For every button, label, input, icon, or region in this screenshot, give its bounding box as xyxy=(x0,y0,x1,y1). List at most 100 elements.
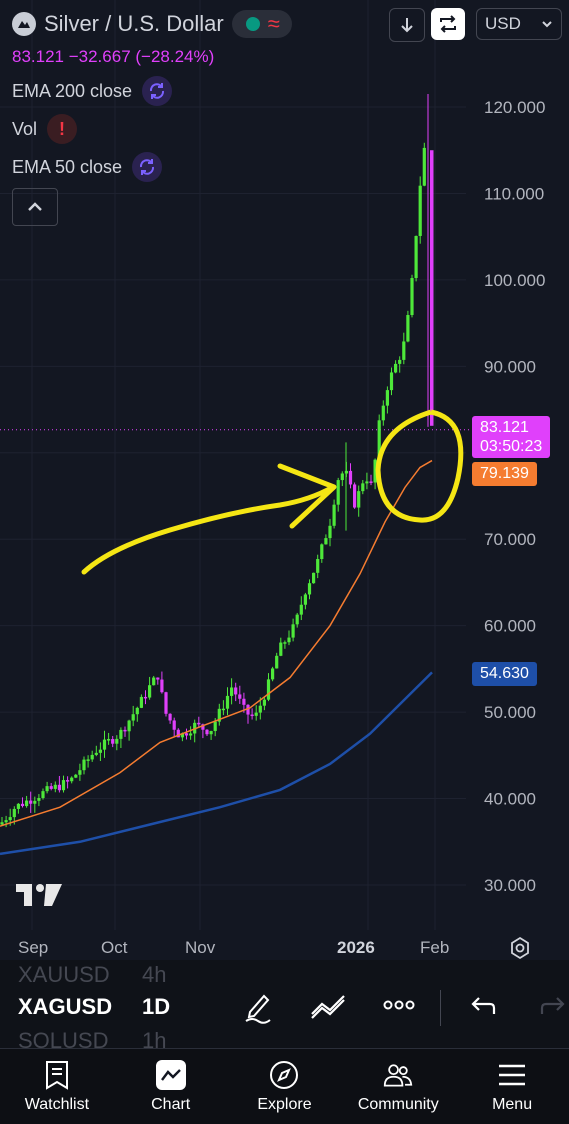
candle-body xyxy=(123,729,127,732)
indicator-label: EMA 200 close xyxy=(12,80,133,101)
candle-body xyxy=(430,150,434,426)
draw-tool-button[interactable] xyxy=(242,990,274,1024)
redo-button[interactable] xyxy=(540,994,566,1018)
candle-body xyxy=(164,692,168,714)
candle-body xyxy=(230,687,234,696)
candle-body xyxy=(324,538,328,545)
candle-body xyxy=(279,642,283,656)
candle-body xyxy=(143,696,148,699)
menu-icon xyxy=(497,1060,527,1090)
candle-body xyxy=(148,685,152,698)
undo-button[interactable] xyxy=(470,994,496,1018)
candle-body xyxy=(250,714,254,717)
candle-body xyxy=(254,712,258,716)
candle-body xyxy=(49,786,53,789)
nav-community[interactable]: Community xyxy=(341,1049,455,1124)
market-status-pill[interactable]: ≈ xyxy=(231,10,292,38)
candle-body xyxy=(242,698,246,705)
last-price-tag: 83.121 03:50:23 xyxy=(472,416,551,458)
price-tick-label: 90.000 xyxy=(484,357,536,376)
swap-icon xyxy=(440,15,456,33)
compass-icon xyxy=(269,1060,299,1090)
candle-body xyxy=(422,147,426,186)
candle-body xyxy=(53,784,57,789)
nav-label: Menu xyxy=(492,1095,533,1113)
candle-body xyxy=(312,572,316,584)
candle-body xyxy=(381,405,385,421)
timeframe-current[interactable]: 1D xyxy=(142,994,171,1019)
price-change-line: 83.121 −32.667 (−28.24%) xyxy=(12,47,215,66)
candle-body xyxy=(369,481,373,483)
nav-chart[interactable]: Chart xyxy=(114,1049,228,1124)
timeframe-prev[interactable]: 4h xyxy=(142,962,167,987)
trend-lines-icon xyxy=(311,995,345,1019)
currency-select[interactable]: USD xyxy=(476,8,562,40)
toolbar-divider xyxy=(440,990,441,1026)
candle-body xyxy=(131,714,135,721)
community-icon xyxy=(383,1060,413,1090)
annotation-arrowhead xyxy=(277,463,337,529)
candle-body xyxy=(82,759,86,771)
candle-body xyxy=(316,559,320,573)
candle-body xyxy=(168,713,172,721)
candle-body xyxy=(414,235,418,279)
candle-body xyxy=(61,780,66,791)
candle-body xyxy=(184,733,189,736)
collapse-indicators-button[interactable] xyxy=(12,188,58,226)
candle-body xyxy=(299,604,303,615)
ticker-current[interactable]: XAGUSD xyxy=(18,994,113,1019)
refresh-icon[interactable] xyxy=(132,152,163,182)
chart-area[interactable]: 120.000 110.000 100.000 90.000 70.000 60.000 5… xyxy=(0,0,569,930)
candle-body xyxy=(180,733,184,738)
nav-explore[interactable]: Explore xyxy=(228,1049,342,1124)
more-button[interactable] xyxy=(383,998,415,1012)
candle-body xyxy=(373,459,377,483)
nav-label: Explore xyxy=(257,1095,312,1113)
candle-body xyxy=(221,708,225,711)
candle-body xyxy=(307,583,312,595)
nav-watchlist[interactable]: Watchlist xyxy=(0,1049,114,1124)
candle-body xyxy=(37,798,41,801)
indicators-button[interactable] xyxy=(310,992,348,1020)
candle-body xyxy=(217,708,221,722)
indicator-ema200[interactable]: EMA 200 close xyxy=(12,76,173,106)
candle-body xyxy=(225,695,230,709)
chart-icon xyxy=(155,1059,186,1090)
candle-body xyxy=(111,739,115,744)
price-chart[interactable]: 120.000 110.000 100.000 90.000 70.000 60.000 5… xyxy=(0,0,569,930)
candle-body xyxy=(303,594,307,605)
ticker-prev[interactable]: XAUUSD xyxy=(18,962,110,987)
candle-body xyxy=(410,278,414,316)
candle-body xyxy=(20,803,25,807)
compare-button[interactable] xyxy=(431,8,465,40)
chevron-down-icon xyxy=(542,21,552,28)
candle-body xyxy=(385,390,389,406)
currency-label: USD xyxy=(485,14,521,33)
candle-body xyxy=(135,707,139,715)
chart-settings-button[interactable] xyxy=(508,936,532,960)
candle-body xyxy=(266,679,271,700)
nav-menu[interactable]: Menu xyxy=(455,1049,569,1124)
candle-body xyxy=(8,817,12,821)
price-tick-label: 50.000 xyxy=(484,703,536,722)
nav-label: Watchlist xyxy=(24,1095,90,1113)
symbol-header[interactable]: Silver / U.S. Dollar ≈ xyxy=(12,10,292,38)
alert-icon[interactable]: ! xyxy=(47,114,78,144)
candle-body xyxy=(213,721,217,732)
candle-body xyxy=(406,315,410,342)
indicator-label: EMA 50 close xyxy=(12,156,123,177)
candle-body xyxy=(394,363,398,373)
indicator-ema50[interactable]: EMA 50 close xyxy=(12,152,163,182)
pencil-icon xyxy=(245,994,271,1024)
candle-body xyxy=(25,800,29,807)
refresh-icon[interactable] xyxy=(142,76,173,106)
candle-body xyxy=(172,720,176,730)
candle-body xyxy=(258,705,262,713)
download-button[interactable] xyxy=(389,8,425,42)
market-open-dot xyxy=(245,17,260,31)
candle-body xyxy=(86,759,90,761)
indicator-vol[interactable]: Vol ! xyxy=(12,114,78,144)
candle-body xyxy=(29,800,33,804)
candle-body xyxy=(357,491,361,508)
candle-body xyxy=(271,668,275,680)
